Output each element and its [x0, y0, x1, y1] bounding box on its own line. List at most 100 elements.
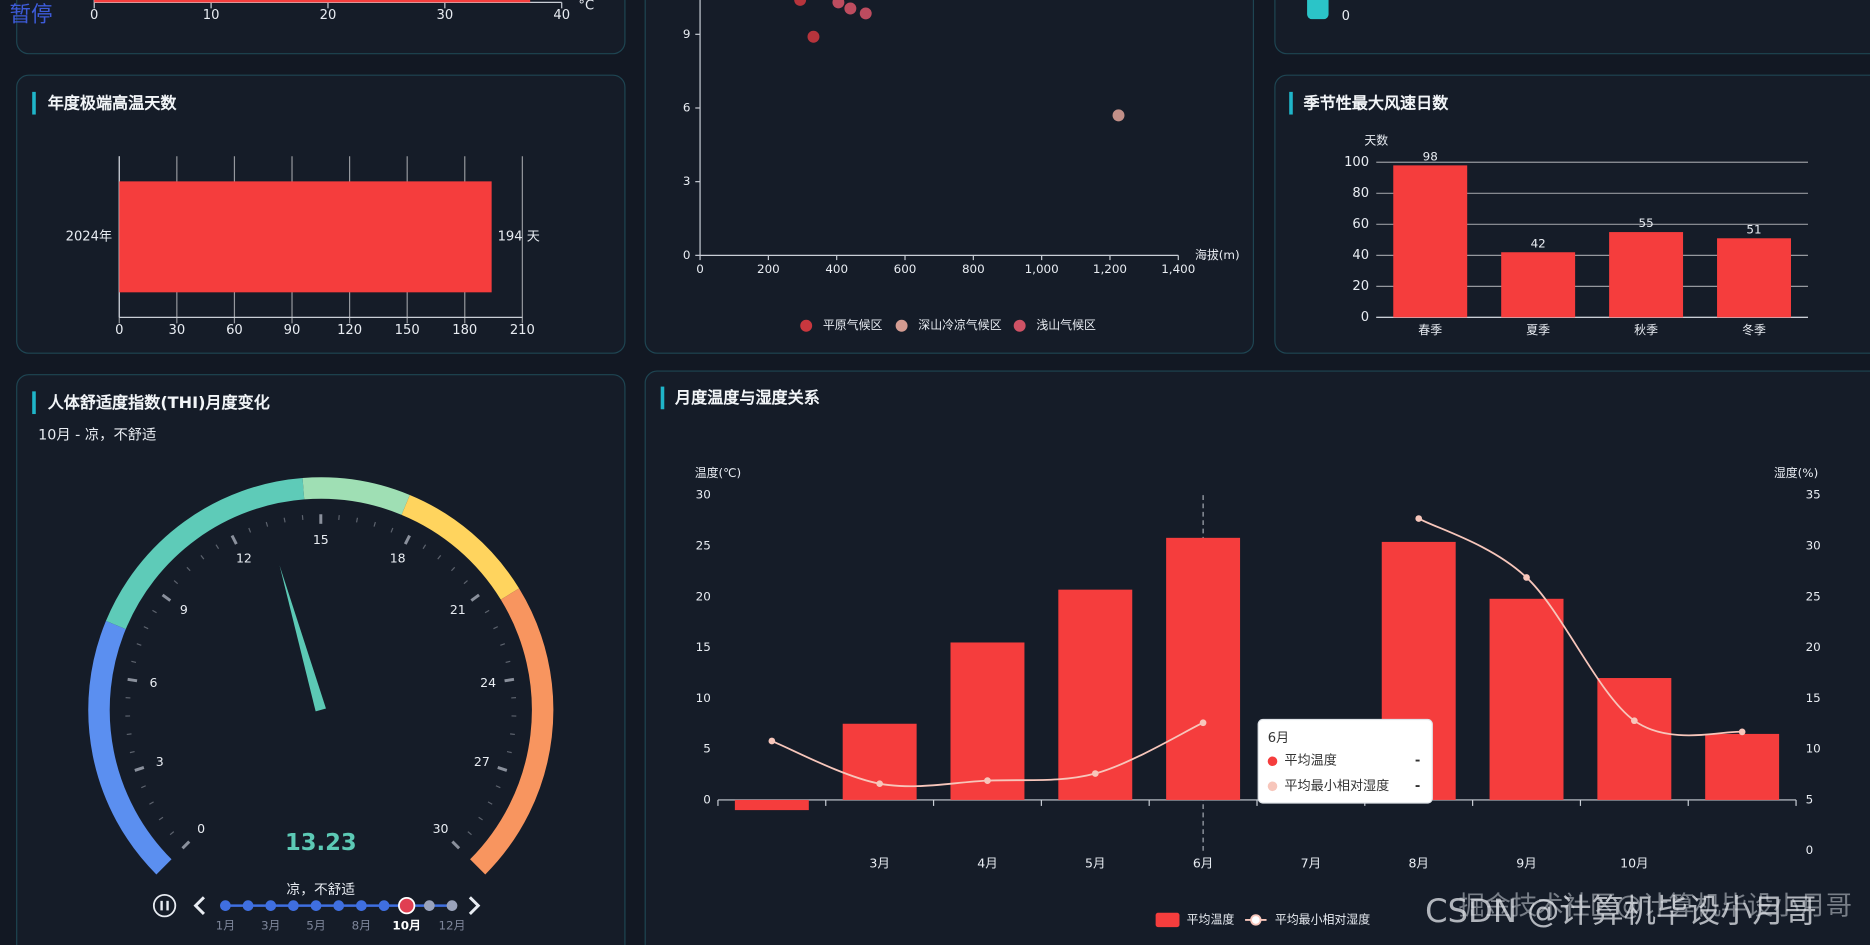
y2-tick-label: 20 — [1806, 640, 1821, 654]
legend-marker[interactable] — [1250, 914, 1262, 926]
timeline-dot[interactable] — [378, 900, 390, 911]
legend-marker[interactable] — [800, 319, 813, 332]
scatter-point — [844, 2, 857, 15]
y-tick-label: 40 — [1352, 248, 1369, 263]
x-tick-label: 20 — [320, 8, 337, 23]
tooltip — [1257, 718, 1433, 804]
timeline-label[interactable]: 1月 — [216, 918, 235, 932]
legend-marker[interactable] — [1013, 319, 1026, 332]
x-tick-label: 60 — [226, 323, 243, 338]
bar — [1166, 537, 1241, 800]
legend-label[interactable]: 平均最小相对湿度 — [1275, 912, 1370, 926]
bar — [1717, 238, 1791, 318]
minor-tick — [463, 580, 468, 585]
tick-mark — [403, 534, 411, 545]
x-tick-label: 120 — [337, 323, 362, 338]
panel-title: 月度温度与湿度关系 — [674, 388, 820, 407]
y2-tick-label: 30 — [1806, 538, 1821, 552]
prev-button[interactable] — [193, 896, 205, 916]
x-tick-label: 150 — [395, 323, 420, 338]
minor-tick — [265, 521, 269, 527]
minor-tick — [143, 626, 149, 630]
tick-label: 0 — [1342, 9, 1350, 24]
value-label: 42 — [1531, 236, 1546, 250]
line-point — [1523, 574, 1530, 581]
timeline-dot[interactable] — [333, 900, 345, 911]
minor-tick — [158, 816, 164, 821]
tick-mark — [451, 840, 461, 850]
y-tick-label: 0 — [703, 792, 711, 806]
gauge-value: 13.23 — [285, 830, 357, 856]
tick-mark — [161, 593, 172, 602]
minor-tick — [422, 544, 427, 550]
x-tick-label: 6月 — [1193, 855, 1213, 870]
legend-label[interactable]: 平均温度 — [1187, 912, 1235, 926]
pause-icon — [166, 900, 169, 911]
legend-label[interactable]: 浅山气候区 — [1036, 318, 1096, 332]
bar — [119, 181, 492, 293]
line-point — [984, 777, 991, 784]
y2-tick-label: 25 — [1806, 589, 1821, 603]
timeline-dot[interactable] — [220, 900, 231, 911]
x-tick-label: 210 — [510, 323, 535, 338]
timeline-dot[interactable] — [265, 900, 277, 911]
minor-tick — [484, 609, 490, 614]
tooltip-marker — [1267, 756, 1278, 767]
timeline-dot[interactable] — [288, 900, 299, 911]
minor-tick — [467, 831, 472, 836]
x-axis-label: 海拔(m) — [1195, 248, 1240, 262]
timeline-dot[interactable] — [446, 900, 458, 911]
tooltip-value: - — [1415, 754, 1420, 769]
y-tick-label: 20 — [1352, 279, 1369, 294]
y-tick-label: 6 — [683, 100, 691, 114]
tooltip-name: 平均温度 — [1284, 753, 1336, 769]
bar — [1705, 733, 1780, 800]
y-tick-label: 15 — [696, 640, 711, 654]
gauge-band — [302, 477, 410, 515]
tick-mark — [504, 677, 515, 683]
x-tick-label: 5月 — [1085, 855, 1105, 870]
timeline-label[interactable]: 12月 — [438, 918, 465, 932]
gauge-tick-label: 3 — [156, 754, 164, 769]
tooltip-marker — [1267, 781, 1278, 792]
timeline-label[interactable]: 10月 — [392, 918, 420, 932]
timeline-dot[interactable] — [242, 900, 254, 911]
gauge-band — [105, 477, 305, 630]
x-tick-label: 600 — [894, 262, 917, 276]
legend-marker[interactable] — [1155, 912, 1180, 928]
legend-label[interactable]: 深山冷凉气候区 — [918, 318, 1001, 332]
x-tick-label: 秋季 — [1634, 323, 1658, 337]
panel-title: 年度极端高温天数 — [48, 93, 178, 112]
next-button[interactable] — [468, 896, 481, 916]
timeline-dot[interactable] — [398, 896, 416, 915]
scatter-point — [859, 7, 872, 20]
minor-tick — [131, 660, 137, 664]
gauge-subtitle: 10月 - 凉，不舒适 — [38, 427, 156, 444]
play-pause[interactable] — [152, 893, 177, 918]
timeline-dot[interactable] — [310, 900, 322, 911]
gauge-band — [88, 620, 172, 875]
minor-tick — [506, 751, 512, 754]
line-point — [1738, 728, 1746, 736]
timeline-dot[interactable] — [423, 900, 435, 911]
minor-tick — [450, 566, 456, 572]
legend-marker[interactable] — [895, 319, 908, 332]
tick-mark — [470, 593, 480, 602]
panel — [644, 370, 1870, 945]
gauge-tick-label: 18 — [390, 550, 406, 565]
timeline-label[interactable]: 5月 — [306, 918, 325, 932]
x-tick-label: 1,200 — [1093, 262, 1127, 276]
gauge-tick-label: 0 — [197, 821, 205, 836]
gauge-needle — [279, 565, 326, 712]
minor-tick — [487, 801, 493, 805]
value-label: 51 — [1746, 222, 1761, 236]
x-tick-label: 1,400 — [1161, 262, 1195, 276]
x-tick-label: 0 — [115, 323, 123, 338]
timeline-label[interactable]: 3月 — [261, 918, 280, 932]
pause-button[interactable]: 暂停 — [10, 3, 53, 28]
timeline-dot[interactable] — [355, 900, 367, 911]
timeline-label[interactable]: 8月 — [352, 918, 371, 932]
x-tick-label: 30 — [169, 323, 186, 338]
legend-label[interactable]: 平原气候区 — [823, 318, 883, 332]
x-tick-label: 3月 — [869, 855, 889, 870]
